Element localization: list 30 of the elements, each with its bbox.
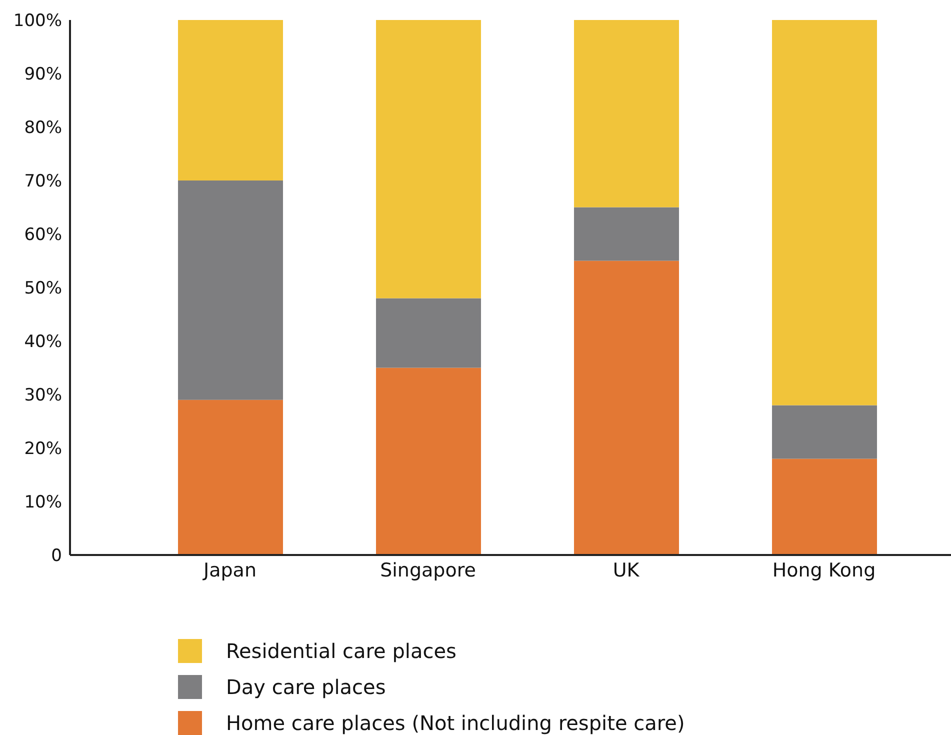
y-tick-label: 40% — [24, 332, 62, 352]
y-tick-label: 10% — [24, 492, 62, 513]
y-tick-label: 20% — [24, 439, 62, 460]
y-tick-label: 80% — [24, 118, 62, 138]
bar — [376, 20, 481, 298]
bar — [178, 400, 283, 555]
x-tick-label: Singapore — [380, 559, 476, 582]
y-tick-label: 0 — [51, 546, 62, 566]
y-tick-label: 50% — [24, 278, 62, 299]
bar — [772, 20, 877, 406]
bar — [376, 298, 481, 368]
y-tick-label: 60% — [24, 225, 62, 246]
bar — [574, 207, 679, 261]
y-tick-label: 90% — [24, 64, 62, 85]
y-tick-label: 30% — [24, 386, 62, 406]
legend-label: Home care places (Not including respite care) — [226, 711, 685, 735]
x-tick-label: Hong Kong — [772, 559, 876, 582]
bar — [376, 368, 481, 555]
x-tick-label: UK — [612, 559, 640, 582]
bar — [772, 458, 877, 555]
bar — [574, 20, 679, 208]
y-tick-label: 70% — [24, 172, 62, 192]
bar — [772, 405, 877, 459]
bar — [178, 180, 283, 400]
bar — [574, 260, 679, 555]
legend-label: Day care places — [226, 675, 386, 699]
bar — [178, 20, 283, 180]
legend-label: Residential care places — [226, 639, 456, 663]
y-tick-label: 100% — [13, 11, 62, 32]
x-tick-label: Japan — [202, 559, 256, 582]
